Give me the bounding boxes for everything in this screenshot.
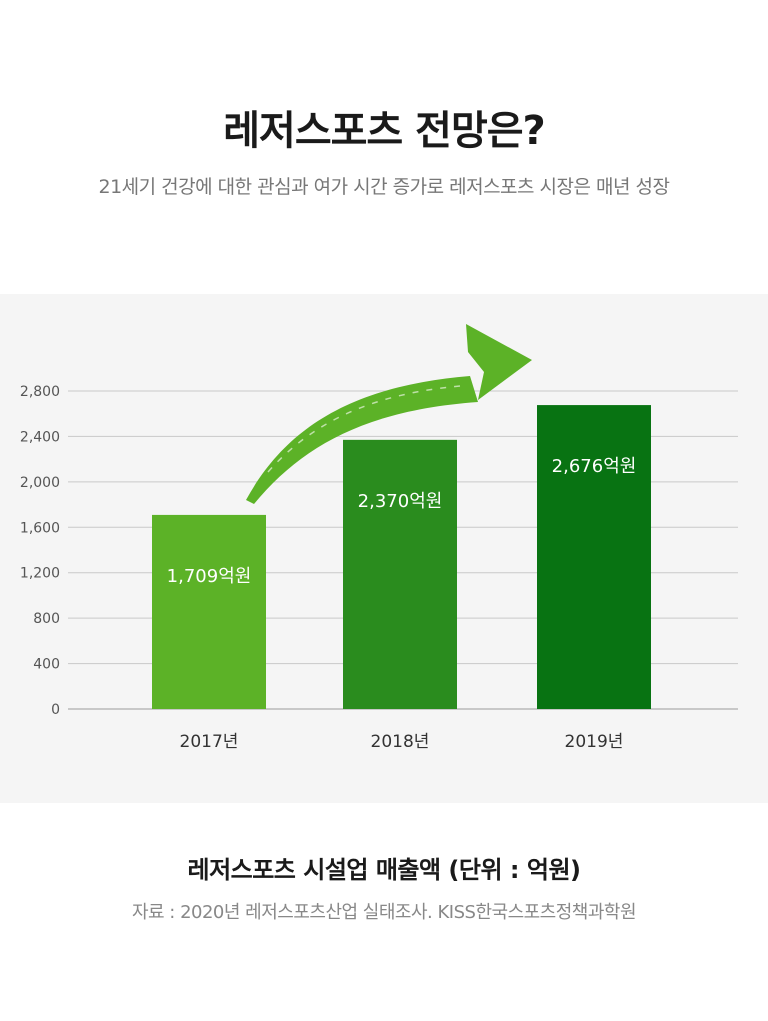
source-note: 자료 : 2020년 레저스포츠산업 실태조사. KISS한국스포츠정책과학원 <box>131 902 637 923</box>
bar-chart: 0 400 800 1,200 1,600 2,000 2,400 2,800 1,709억원 2… <box>20 324 738 752</box>
page-title: 레저스포츠 전망은? <box>223 108 546 154</box>
bar-value-label: 2,370억원 <box>358 491 443 512</box>
y-tick-label: 1,200 <box>20 566 60 582</box>
page-subtitle: 21세기 건강에 대한 관심과 여가 시간 증가로 레저스포츠 시장은 매년 성… <box>98 176 671 198</box>
chart-panel: 0 400 800 1,200 1,600 2,000 2,400 2,800 1,709억원 2… <box>0 294 768 803</box>
chart-caption: 레저스포츠 시설업 매출액 (단위 : 억원) <box>187 856 581 884</box>
bar <box>152 514 266 709</box>
bar <box>537 405 651 709</box>
growth-arrow-shaft <box>246 376 478 504</box>
bar-value-label: 2,676억원 <box>552 456 637 477</box>
y-tick-label: 2,000 <box>20 475 60 491</box>
y-tick-label: 400 <box>33 657 60 673</box>
y-tick-label: 0 <box>51 702 60 718</box>
y-tick-label: 800 <box>33 611 60 627</box>
y-tick-label: 1,600 <box>20 520 60 536</box>
y-tick-label: 2,800 <box>20 384 60 400</box>
growth-arrow-texture <box>267 385 461 473</box>
x-tick-label: 2018년 <box>371 732 430 752</box>
bar-value-label: 1,709억원 <box>167 566 252 587</box>
y-tick-label: 2,400 <box>20 429 60 445</box>
x-tick-label: 2019년 <box>565 732 624 752</box>
x-tick-label: 2017년 <box>180 732 239 752</box>
growth-arrow-head <box>466 324 532 400</box>
bar <box>343 439 457 709</box>
